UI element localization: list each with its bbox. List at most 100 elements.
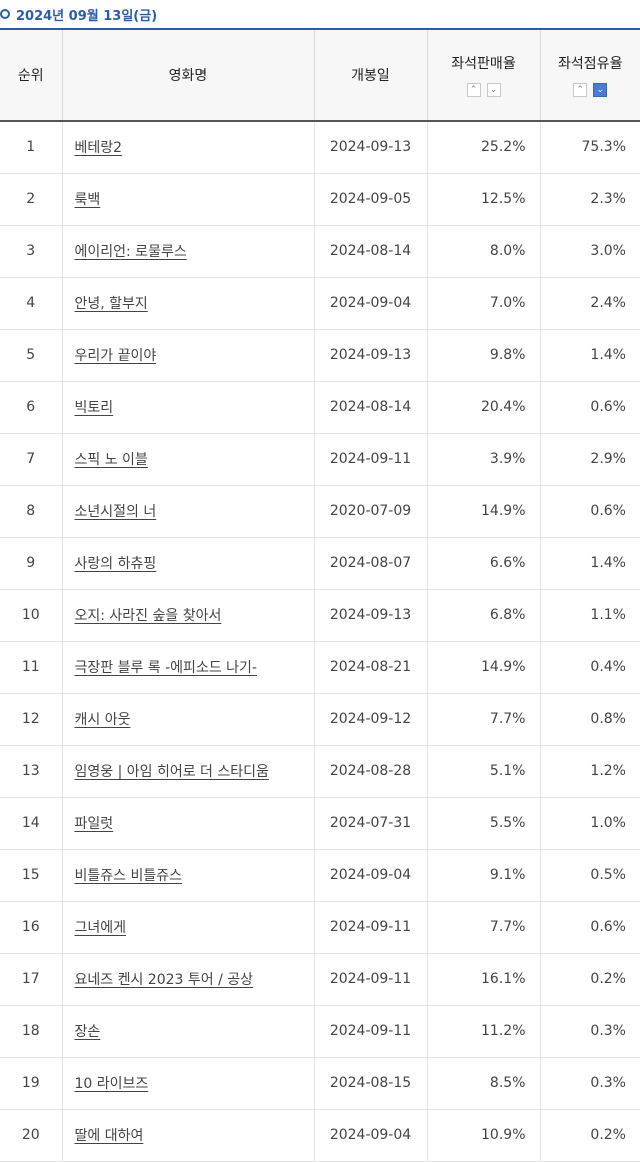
rank-cell: 12 — [0, 693, 63, 745]
seat-share-cell: 1.1% — [590, 607, 626, 623]
release-date-cell: 2024-09-13 — [314, 329, 428, 381]
movie-title-link[interactable]: 스픽 노 이블 — [74, 452, 148, 468]
table-row: 17 요네즈 켄시 2023 투어 / 공상 2024-09-11 16.1% 0.2% — [0, 953, 640, 1005]
release-date-cell: 2024-09-04 — [314, 1109, 428, 1161]
movie-title-link[interactable]: 빅토리 — [74, 400, 114, 416]
title-cell: 그녀에게 — [62, 901, 315, 953]
seat-sales-cell: 7.7% — [427, 693, 541, 745]
title-cell: 파일럿 — [62, 797, 315, 849]
release-date-cell: 2020-07-09 — [314, 485, 428, 537]
seat-sales-cell: 8.5% — [427, 1057, 541, 1109]
title-cell: 스픽 노 이블 — [62, 433, 315, 485]
movie-title-link[interactable]: 요네즈 켄시 2023 투어 / 공상 — [74, 972, 254, 988]
rank-cell: 14 — [0, 797, 63, 849]
movie-title-link[interactable]: 룩백 — [74, 192, 101, 208]
seat-share-cell: 1.4% — [590, 347, 626, 363]
column-header-release: 개봉일 — [314, 28, 428, 122]
seat-sales-cell: 9.8% — [427, 329, 541, 381]
column-header-seat-sales-label: 좌석판매율 — [451, 56, 516, 72]
movie-title-link[interactable]: 10 라이브즈 — [74, 1076, 149, 1092]
seat-share-cell: 1.2% — [590, 763, 626, 779]
seat-sales-cell: 11.2% — [427, 1005, 541, 1057]
release-date-cell: 2024-09-11 — [314, 953, 428, 1005]
release-date-cell: 2024-09-13 — [314, 121, 428, 173]
table-row: 8 소년시절의 너 2020-07-09 14.9% 0.6% — [0, 485, 640, 537]
rank-cell: 19 — [0, 1057, 63, 1109]
release-date-cell: 2024-09-11 — [314, 901, 428, 953]
table-row: 10 오지: 사라진 숲을 찾아서 2024-09-13 6.8% 1.1% — [0, 589, 640, 641]
table-row: 6 빅토리 2024-08-14 20.4% 0.6% — [0, 381, 640, 433]
seat-sales-cell: 3.9% — [427, 433, 541, 485]
seat-sales-cell: 25.2% — [427, 121, 541, 173]
title-cell: 비틀쥬스 비틀쥬스 — [62, 849, 315, 901]
column-header-seat-share: 좌석점유율 ⌃ ⌄ — [540, 28, 640, 122]
circle-bullet-icon — [0, 9, 10, 19]
seat-share-cell: 1.4% — [590, 555, 626, 571]
column-header-seat-share-label: 좌석점유율 — [558, 56, 623, 72]
movie-title-link[interactable]: 안녕, 할부지 — [74, 296, 148, 312]
table-row: 5 우리가 끝이야 2024-09-13 9.8% 1.4% — [0, 329, 640, 381]
title-cell: 요네즈 켄시 2023 투어 / 공상 — [62, 953, 315, 1005]
movie-title-link[interactable]: 소년시절의 너 — [74, 504, 157, 520]
title-cell: 소년시절의 너 — [62, 485, 315, 537]
seat-sales-cell: 7.0% — [427, 277, 541, 329]
seat-sales-cell: 10.9% — [427, 1109, 541, 1161]
movie-title-link[interactable]: 그녀에게 — [74, 920, 127, 936]
rank-cell: 8 — [0, 485, 63, 537]
movie-title-link[interactable]: 극장판 블루 록 -에피소드 나기- — [74, 660, 257, 676]
rank-cell: 10 — [0, 589, 63, 641]
movie-title-link[interactable]: 에이리언: 로물루스 — [74, 244, 187, 260]
release-date-cell: 2024-09-04 — [314, 277, 428, 329]
rank-cell: 11 — [0, 641, 63, 693]
table-row: 15 비틀쥬스 비틀쥬스 2024-09-04 9.1% 0.5% — [0, 849, 640, 901]
seat-share-cell: 0.2% — [590, 1127, 626, 1143]
movie-title-link[interactable]: 베테랑2 — [74, 140, 123, 157]
rank-cell: 4 — [0, 277, 63, 329]
release-date-cell: 2024-08-28 — [314, 745, 428, 797]
movie-title-link[interactable]: 사랑의 하츄핑 — [74, 556, 157, 572]
release-date-cell: 2024-08-14 — [314, 225, 428, 277]
table-row: 3 에이리언: 로물루스 2024-08-14 8.0% 3.0% — [0, 225, 640, 277]
table-row: 7 스픽 노 이블 2024-09-11 3.9% 2.9% — [0, 433, 640, 485]
date-header: 2024년 09월 13일(금) — [0, 0, 640, 28]
table-row: 18 장손 2024-09-11 11.2% 0.3% — [0, 1005, 640, 1057]
rank-cell: 3 — [0, 225, 63, 277]
title-cell: 룩백 — [62, 173, 315, 225]
release-date-cell: 2024-09-05 — [314, 173, 428, 225]
seat-share-cell: 0.3% — [590, 1075, 626, 1091]
seat-sales-cell: 6.6% — [427, 537, 541, 589]
rank-cell: 1 — [0, 121, 63, 173]
seat-share-cell: 0.2% — [590, 971, 626, 987]
rank-cell: 13 — [0, 745, 63, 797]
movie-title-link[interactable]: 비틀쥬스 비틀쥬스 — [74, 868, 183, 884]
sort-asc-seat-sales-button[interactable]: ⌃ — [466, 83, 481, 97]
rank-cell: 6 — [0, 381, 63, 433]
movie-title-link[interactable]: 딸에 대하여 — [74, 1128, 144, 1144]
title-cell: 빅토리 — [62, 381, 315, 433]
title-cell: 안녕, 할부지 — [62, 277, 315, 329]
rank-cell: 17 — [0, 953, 63, 1005]
movie-title-link[interactable]: 임영웅 | 아임 히어로 더 스타디움 — [74, 764, 269, 780]
movie-title-link[interactable]: 캐시 아웃 — [74, 712, 131, 728]
seat-sales-cell: 12.5% — [427, 173, 541, 225]
table-row: 20 딸에 대하여 2024-09-04 10.9% 0.2% — [0, 1109, 640, 1161]
movie-title-link[interactable]: 우리가 끝이야 — [74, 348, 157, 364]
seat-share-cell: 3.0% — [590, 243, 626, 259]
seat-share-cell: 2.3% — [590, 191, 626, 207]
title-cell: 에이리언: 로물루스 — [62, 225, 315, 277]
table-row: 16 그녀에게 2024-09-11 7.7% 0.6% — [0, 901, 640, 953]
seat-sales-cell: 7.7% — [427, 901, 541, 953]
seat-sales-cell: 16.1% — [427, 953, 541, 1005]
movie-title-link[interactable]: 파일럿 — [74, 816, 114, 832]
rank-cell: 9 — [0, 537, 63, 589]
table-row: 9 사랑의 하츄핑 2024-08-07 6.6% 1.4% — [0, 537, 640, 589]
movie-title-link[interactable]: 장손 — [74, 1024, 101, 1040]
sort-desc-seat-sales-button[interactable]: ⌄ — [486, 83, 501, 97]
rank-cell: 7 — [0, 433, 63, 485]
seat-sales-cell: 9.1% — [427, 849, 541, 901]
seat-share-cell: 0.6% — [590, 399, 626, 415]
movie-title-link[interactable]: 오지: 사라진 숲을 찾아서 — [74, 608, 222, 624]
sort-asc-seat-share-button[interactable]: ⌃ — [573, 83, 588, 97]
sort-desc-seat-share-button[interactable]: ⌄ — [593, 83, 608, 97]
title-cell: 딸에 대하여 — [62, 1109, 315, 1161]
